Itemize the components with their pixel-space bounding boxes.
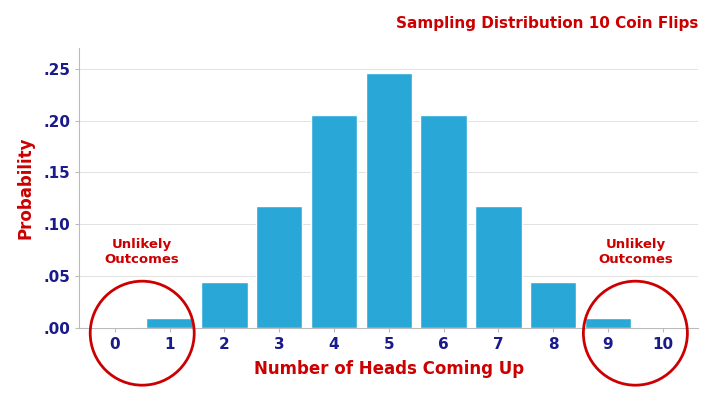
Bar	[366, 73, 412, 328]
Bar	[91, 327, 138, 328]
Text: Sampling Distribution 10 Coin Flips: Sampling Distribution 10 Coin Flips	[396, 16, 698, 31]
Bar	[475, 206, 522, 328]
Bar	[311, 115, 357, 328]
Bar	[256, 206, 302, 328]
Text: Unlikely
Outcomes: Unlikely Outcomes	[105, 238, 179, 266]
X-axis label: Number of Heads Coming Up: Number of Heads Coming Up	[253, 360, 524, 378]
Bar	[639, 327, 686, 328]
Bar	[530, 282, 577, 328]
Y-axis label: Probability: Probability	[17, 137, 35, 239]
Bar	[420, 115, 467, 328]
Bar	[585, 318, 631, 328]
Text: Unlikely
Outcomes: Unlikely Outcomes	[598, 238, 672, 266]
Bar	[201, 282, 248, 328]
Bar	[146, 318, 193, 328]
